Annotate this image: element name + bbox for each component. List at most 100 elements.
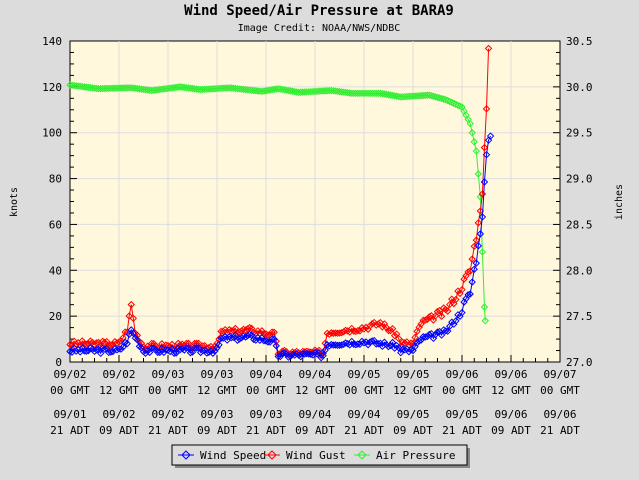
data-point (427, 91, 436, 100)
data-point (235, 335, 244, 343)
data-point (474, 242, 483, 250)
data-point (119, 343, 127, 351)
x-tick-label: 09/04 (249, 368, 282, 381)
x-tick-label: 12 GMT (295, 384, 335, 397)
data-point (176, 345, 184, 354)
data-point (68, 348, 76, 356)
data-point (186, 349, 195, 357)
data-point (127, 84, 135, 92)
data-point (225, 332, 233, 341)
x-tick-label: 09 ADT (295, 424, 335, 437)
y-tick-label: 140 (42, 35, 62, 48)
data-point (274, 84, 282, 93)
data-point (235, 85, 244, 93)
data-point (417, 336, 425, 344)
data-point (88, 84, 97, 92)
x-tick-label: 09/02 (102, 408, 135, 421)
data-point (133, 84, 142, 93)
data-point (78, 344, 86, 352)
data-point (468, 255, 476, 263)
data-point (382, 90, 391, 99)
x-tick-label: 09 ADT (99, 424, 139, 437)
data-point (413, 327, 421, 336)
y2-tick-label: 30.5 (566, 35, 593, 48)
data-point (278, 85, 287, 94)
data-point (258, 334, 266, 342)
data-point (215, 341, 223, 349)
data-point (270, 328, 278, 336)
data-point (127, 300, 135, 309)
legend-label: Wind Gust (286, 449, 346, 462)
data-point (135, 85, 144, 93)
x-tick-label: 09 ADT (491, 424, 531, 437)
data-point (329, 87, 338, 95)
data-point (276, 85, 284, 93)
data-point (280, 346, 289, 355)
x-tick-label: 09/06 (494, 408, 527, 421)
data-point (482, 150, 491, 159)
data-point (470, 138, 478, 146)
data-point (156, 85, 164, 94)
data-point (333, 87, 342, 96)
data-point (266, 338, 274, 346)
data-point (82, 83, 91, 91)
data-point (111, 338, 119, 346)
data-point (68, 341, 76, 349)
data-point (225, 326, 233, 334)
data-point (264, 331, 272, 339)
data-point (427, 329, 436, 338)
data-point (433, 93, 442, 102)
data-point (354, 340, 362, 348)
data-point (470, 265, 478, 273)
data-point (98, 344, 107, 352)
data-point (380, 90, 389, 98)
data-point (258, 87, 266, 96)
y2-tick-label: 27.5 (566, 310, 593, 323)
data-point (227, 84, 235, 92)
data-point (364, 325, 372, 333)
data-point (92, 346, 101, 354)
data-point (288, 87, 297, 95)
data-point (268, 335, 276, 343)
data-point (80, 347, 88, 355)
data-point (388, 325, 397, 333)
data-point (341, 88, 350, 97)
y-tick-label: 120 (42, 81, 62, 94)
data-point (166, 84, 174, 92)
data-point (458, 285, 466, 294)
data-point (107, 348, 115, 356)
data-point (182, 83, 191, 92)
data-point (125, 330, 133, 339)
data-point (376, 339, 385, 347)
data-point (129, 314, 137, 323)
data-point (105, 341, 113, 350)
data-point (229, 84, 238, 92)
y2-axis-label: inches (614, 184, 625, 220)
data-point (168, 84, 176, 92)
x-tick-label: 09/03 (200, 408, 233, 421)
y2-tick-label: 27.0 (566, 356, 593, 369)
data-point (484, 136, 493, 144)
data-point (352, 341, 360, 349)
data-point (178, 345, 186, 353)
data-point (327, 340, 336, 349)
data-point (478, 248, 487, 256)
data-point (437, 312, 446, 320)
x-tick-label: 21 ADT (344, 424, 384, 437)
data-point (278, 349, 287, 358)
data-point (327, 86, 336, 95)
data-point (280, 349, 289, 357)
x-tick-label: 09/02 (102, 368, 135, 381)
data-point (107, 341, 115, 349)
data-point (127, 326, 135, 334)
data-point (458, 308, 466, 317)
y2-tick-label: 28.0 (566, 264, 593, 277)
data-point (409, 339, 417, 348)
data-point (425, 313, 434, 321)
data-point (105, 348, 113, 357)
data-point (333, 329, 342, 337)
data-point (481, 317, 489, 325)
data-point (452, 317, 460, 325)
